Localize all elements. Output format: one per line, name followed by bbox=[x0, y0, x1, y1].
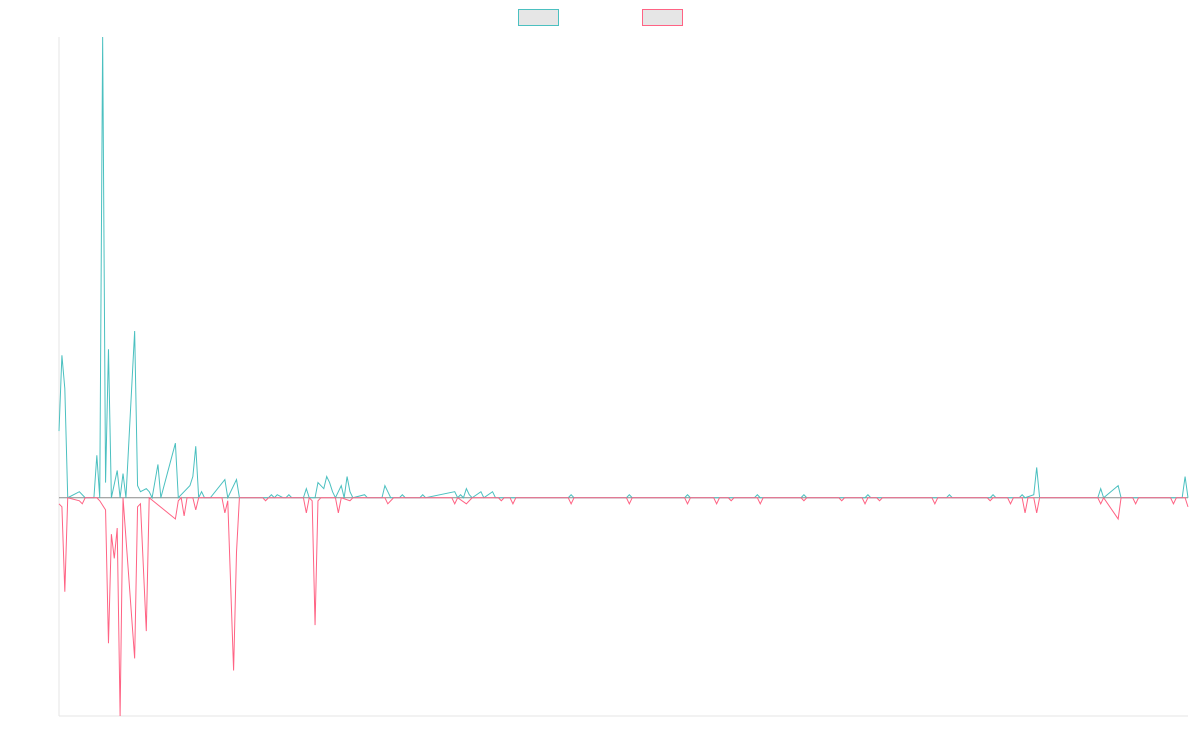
legend[interactable] bbox=[518, 9, 683, 26]
series-2-line bbox=[58, 496, 1189, 717]
legend-item-series-2[interactable] bbox=[642, 9, 683, 26]
series-1-line bbox=[58, 36, 1189, 500]
chart-axes bbox=[58, 37, 1188, 717]
legend-item-series-1[interactable] bbox=[518, 9, 559, 26]
series-layer bbox=[58, 36, 1189, 717]
